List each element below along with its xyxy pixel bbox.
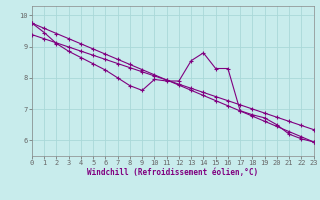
X-axis label: Windchill (Refroidissement éolien,°C): Windchill (Refroidissement éolien,°C) [87, 168, 258, 177]
